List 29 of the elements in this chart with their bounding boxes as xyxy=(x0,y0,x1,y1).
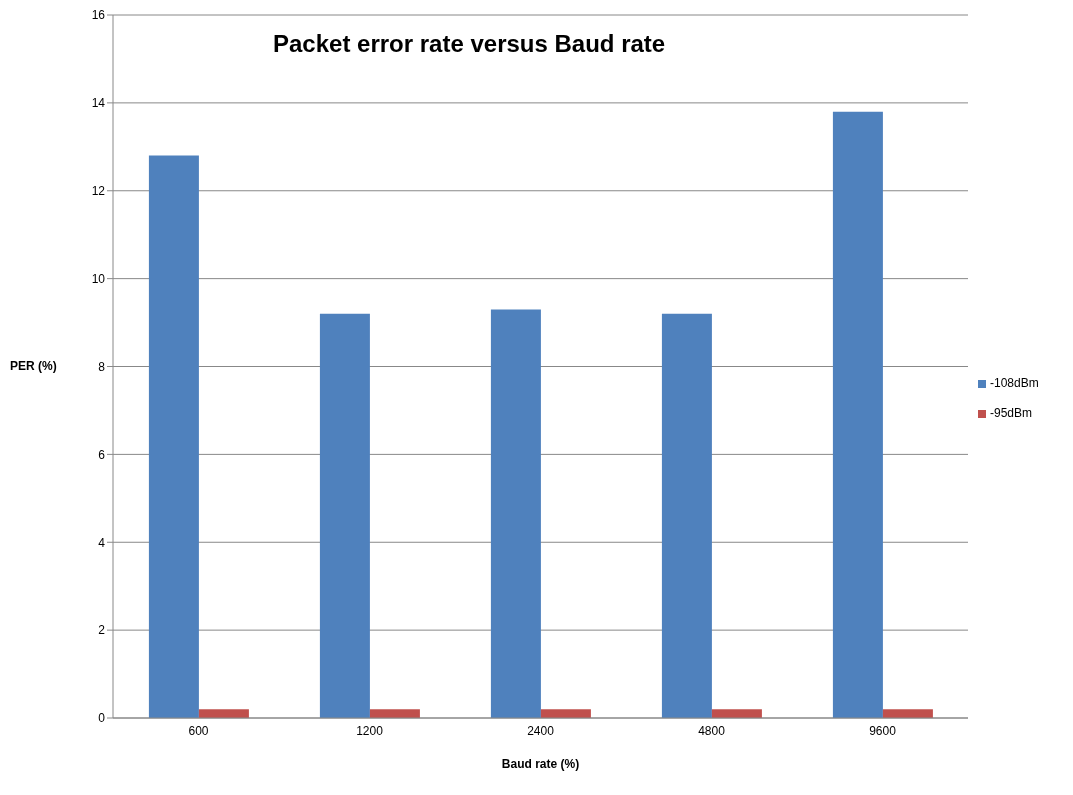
bar xyxy=(319,313,370,718)
y-tick-label: 4 xyxy=(98,535,106,550)
y-tick-label: 10 xyxy=(91,271,106,286)
bar xyxy=(148,155,199,718)
bar xyxy=(832,111,883,718)
x-tick-label: 9600 xyxy=(869,723,897,738)
x-tick-label: 1200 xyxy=(356,723,384,738)
y-tick-label: 16 xyxy=(91,8,106,23)
y-axis-title: PER (%) xyxy=(10,358,57,373)
y-tick-label: 8 xyxy=(98,359,106,374)
bar xyxy=(369,709,420,718)
bar xyxy=(711,709,762,718)
x-axis-title: Baud rate (%) xyxy=(501,757,580,771)
bar xyxy=(540,709,591,718)
x-tick-label: 2400 xyxy=(527,723,555,738)
y-tick-label: 0 xyxy=(98,711,106,726)
bar xyxy=(490,309,541,718)
y-tick-label: 6 xyxy=(98,447,106,462)
legend-label: -95dBm xyxy=(990,406,1033,420)
x-tick-label: 600 xyxy=(188,723,209,738)
x-tick-label: 4800 xyxy=(698,723,726,738)
text: Packet error rate versus Baud rate xyxy=(273,30,666,58)
y-tick-label: 2 xyxy=(98,623,106,638)
y-tick-label: 12 xyxy=(91,184,106,199)
y-tick-label: 14 xyxy=(91,96,106,111)
bar xyxy=(882,709,933,718)
bar xyxy=(198,709,249,718)
bar xyxy=(661,313,712,718)
legend-label: -108dBm xyxy=(990,376,1039,390)
